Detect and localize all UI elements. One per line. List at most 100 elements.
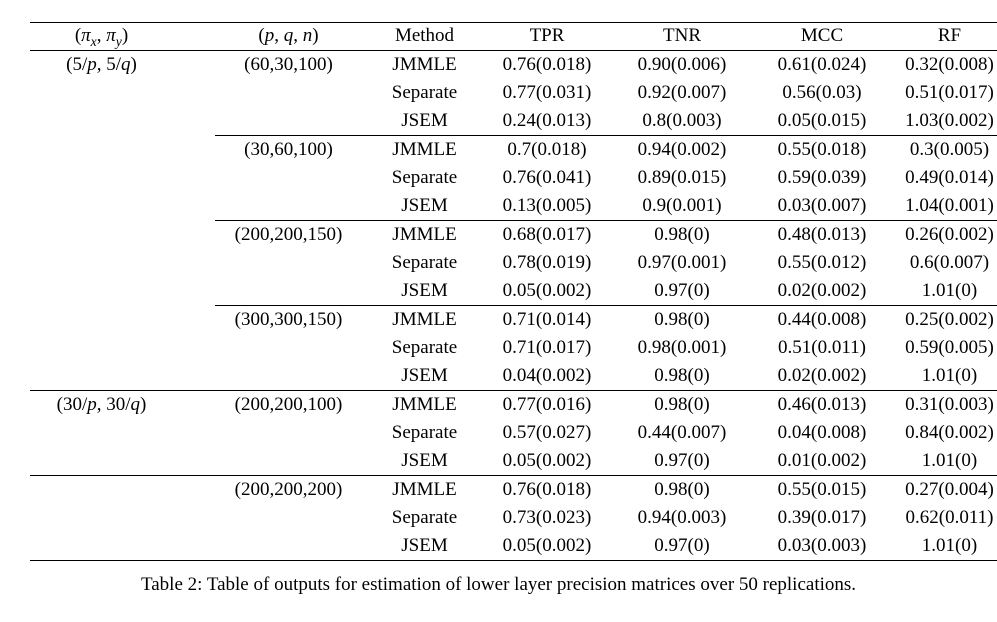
cell-mcc: 0.02(0.002)	[777, 280, 867, 301]
cell-mcc: 0.46(0.013)	[757, 390, 887, 419]
cell-pqn	[215, 249, 362, 277]
cell-tnr: 0.98(0.001)	[637, 337, 727, 358]
cell-tnr: 0.90(0.006)	[637, 54, 727, 75]
cell-tpr: 0.71(0.017)	[502, 337, 592, 358]
table-row: (200,200,150) JMMLE 0.68(0.017) 0.98(0) 0.48…	[30, 220, 997, 250]
cell-tpr: 0.04(0.002)	[502, 365, 592, 386]
cell-method: JMMLE	[362, 220, 487, 249]
cell-pqn	[215, 334, 362, 362]
cell-pqn	[215, 504, 362, 532]
cell-pqn: (30,60,100)	[215, 135, 362, 164]
cell-tpr: 0.68(0.017)	[487, 220, 607, 249]
cell-pqn: (60,30,100)	[244, 54, 333, 75]
cell-rf: 1.01(0)	[921, 450, 978, 471]
cell-method: JSEM	[401, 110, 448, 131]
cell-mcc: 0.56(0.03)	[782, 82, 862, 103]
cell-tnr: 0.97(0.001)	[637, 252, 727, 273]
cell-pi	[30, 334, 215, 362]
cell-tnr: 0.97(0)	[654, 280, 710, 301]
cell-mcc: 0.44(0.008)	[757, 305, 887, 334]
cell-mcc: 0.55(0.012)	[777, 252, 867, 273]
cell-mcc: 0.51(0.011)	[778, 337, 866, 358]
cell-rf: 0.3(0.005)	[887, 135, 997, 164]
cell-rf: 0.31(0.003)	[887, 390, 997, 419]
cell-pqn	[215, 419, 362, 447]
cell-tnr: 0.98(0)	[607, 390, 757, 419]
cell-method: JSEM	[401, 195, 448, 216]
cell-method: JMMLE	[392, 54, 457, 75]
cell-mcc: 0.48(0.013)	[757, 220, 887, 249]
cell-pi	[30, 192, 215, 221]
table-row: JSEM 0.13(0.005) 0.9(0.001) 0.03(0.007) 1.04…	[30, 192, 997, 221]
cell-pqn	[215, 532, 362, 561]
cell-pi	[30, 136, 215, 165]
table-row: (200,200,200) JMMLE 0.76(0.018) 0.98(0) 0.55…	[30, 475, 997, 504]
cell-mcc: 0.03(0.007)	[777, 195, 867, 216]
cell-pqn	[215, 447, 362, 476]
cell-rf: 0.62(0.011)	[905, 507, 994, 528]
cell-mcc: 0.55(0.015)	[757, 475, 887, 504]
cell-pqn: (200,200,200)	[215, 475, 362, 504]
cell-method: Separate	[391, 82, 458, 103]
cell-tpr: 0.71(0.014)	[487, 305, 607, 334]
cell-tnr: 0.94(0.003)	[637, 507, 727, 528]
cell-rf: 0.49(0.014)	[905, 167, 994, 188]
column-header-rf: RF	[887, 22, 997, 51]
cell-mcc: 0.55(0.018)	[757, 135, 887, 164]
table-row: (30,60,100) JMMLE 0.7(0.018) 0.94(0.002) 0.5…	[30, 135, 997, 165]
cell-pqn: (300,300,150)	[215, 305, 362, 334]
cell-rf: 1.03(0.002)	[905, 110, 994, 131]
cell-tpr: 0.13(0.005)	[502, 195, 592, 216]
cell-pi	[30, 221, 215, 250]
cell-rf: 0.26(0.002)	[887, 220, 997, 249]
cell-pi	[30, 79, 215, 107]
cell-method: JMMLE	[362, 475, 487, 504]
cell-pi: (5/p, 5/q)	[66, 54, 137, 75]
cell-rf: 1.01(0)	[921, 365, 978, 386]
table-row: JSEM 0.24(0.013) 0.8(0.003) 0.05(0.015) 1.03…	[30, 107, 997, 136]
cell-tpr: 0.7(0.018)	[487, 135, 607, 164]
cell-pqn	[215, 362, 362, 391]
cell-tnr: 0.98(0)	[607, 475, 757, 504]
cell-tnr: 0.98(0)	[607, 305, 757, 334]
table-row: JSEM 0.05(0.002) 0.97(0) 0.02(0.002) 1.01(0)	[30, 277, 997, 306]
cell-mcc: 0.59(0.039)	[777, 167, 867, 188]
table-row: JSEM 0.05(0.002) 0.97(0) 0.03(0.003) 1.01(0)	[30, 532, 997, 561]
cell-rf: 0.84(0.002)	[905, 422, 994, 443]
column-header-tnr: TNR	[607, 22, 757, 51]
cell-tpr: 0.05(0.002)	[502, 535, 592, 556]
cell-tpr: 0.76(0.041)	[502, 167, 592, 188]
cell-method: Separate	[391, 507, 458, 528]
column-header-method: Method	[362, 22, 487, 51]
cell-mcc: 0.05(0.015)	[777, 110, 867, 131]
cell-rf: 0.51(0.017)	[905, 82, 994, 103]
cell-rf: 1.01(0)	[921, 280, 978, 301]
table-row: Separate 0.73(0.023) 0.94(0.003) 0.39(0.017…	[30, 504, 997, 532]
column-header-tpr: TPR	[487, 22, 607, 51]
cell-rf: 1.01(0)	[921, 535, 978, 556]
cell-method: Separate	[391, 252, 458, 273]
table-row: JSEM 0.04(0.002) 0.98(0) 0.02(0.002) 1.01(0)	[30, 362, 997, 391]
table-container: (πx, πy) (p, q, n) Method TPR TNR MCC RF (5/p,…	[30, 22, 997, 561]
cell-rf: 0.27(0.004)	[887, 475, 997, 504]
cell-tnr: 0.97(0)	[654, 450, 710, 471]
cell-pqn	[215, 107, 362, 136]
cell-pi	[30, 362, 215, 391]
cell-tnr: 0.94(0.002)	[607, 135, 757, 164]
cell-pqn	[215, 79, 362, 107]
cell-pi	[30, 306, 215, 335]
column-header-pi: (πx, πy)	[30, 22, 215, 51]
cell-tpr: 0.76(0.018)	[487, 475, 607, 504]
table-row: (30/p, 30/q) (200,200,100) JMMLE 0.77(0.016…	[30, 390, 997, 419]
cell-mcc: 0.39(0.017)	[777, 507, 867, 528]
cell-method: JMMLE	[362, 135, 487, 164]
cell-tpr: 0.77(0.031)	[502, 82, 592, 103]
cell-tnr: 0.89(0.015)	[637, 167, 727, 188]
cell-method: JSEM	[401, 535, 448, 556]
header-row: (πx, πy) (p, q, n) Method TPR TNR MCC RF	[30, 22, 997, 51]
table-row: Separate 0.76(0.041) 0.89(0.015) 0.59(0.039…	[30, 164, 997, 192]
table-row: (300,300,150) JMMLE 0.71(0.014) 0.98(0) 0.44…	[30, 305, 997, 335]
cell-tnr: 0.92(0.007)	[637, 82, 727, 103]
cell-pi	[30, 475, 215, 504]
cell-method: JMMLE	[362, 390, 487, 419]
